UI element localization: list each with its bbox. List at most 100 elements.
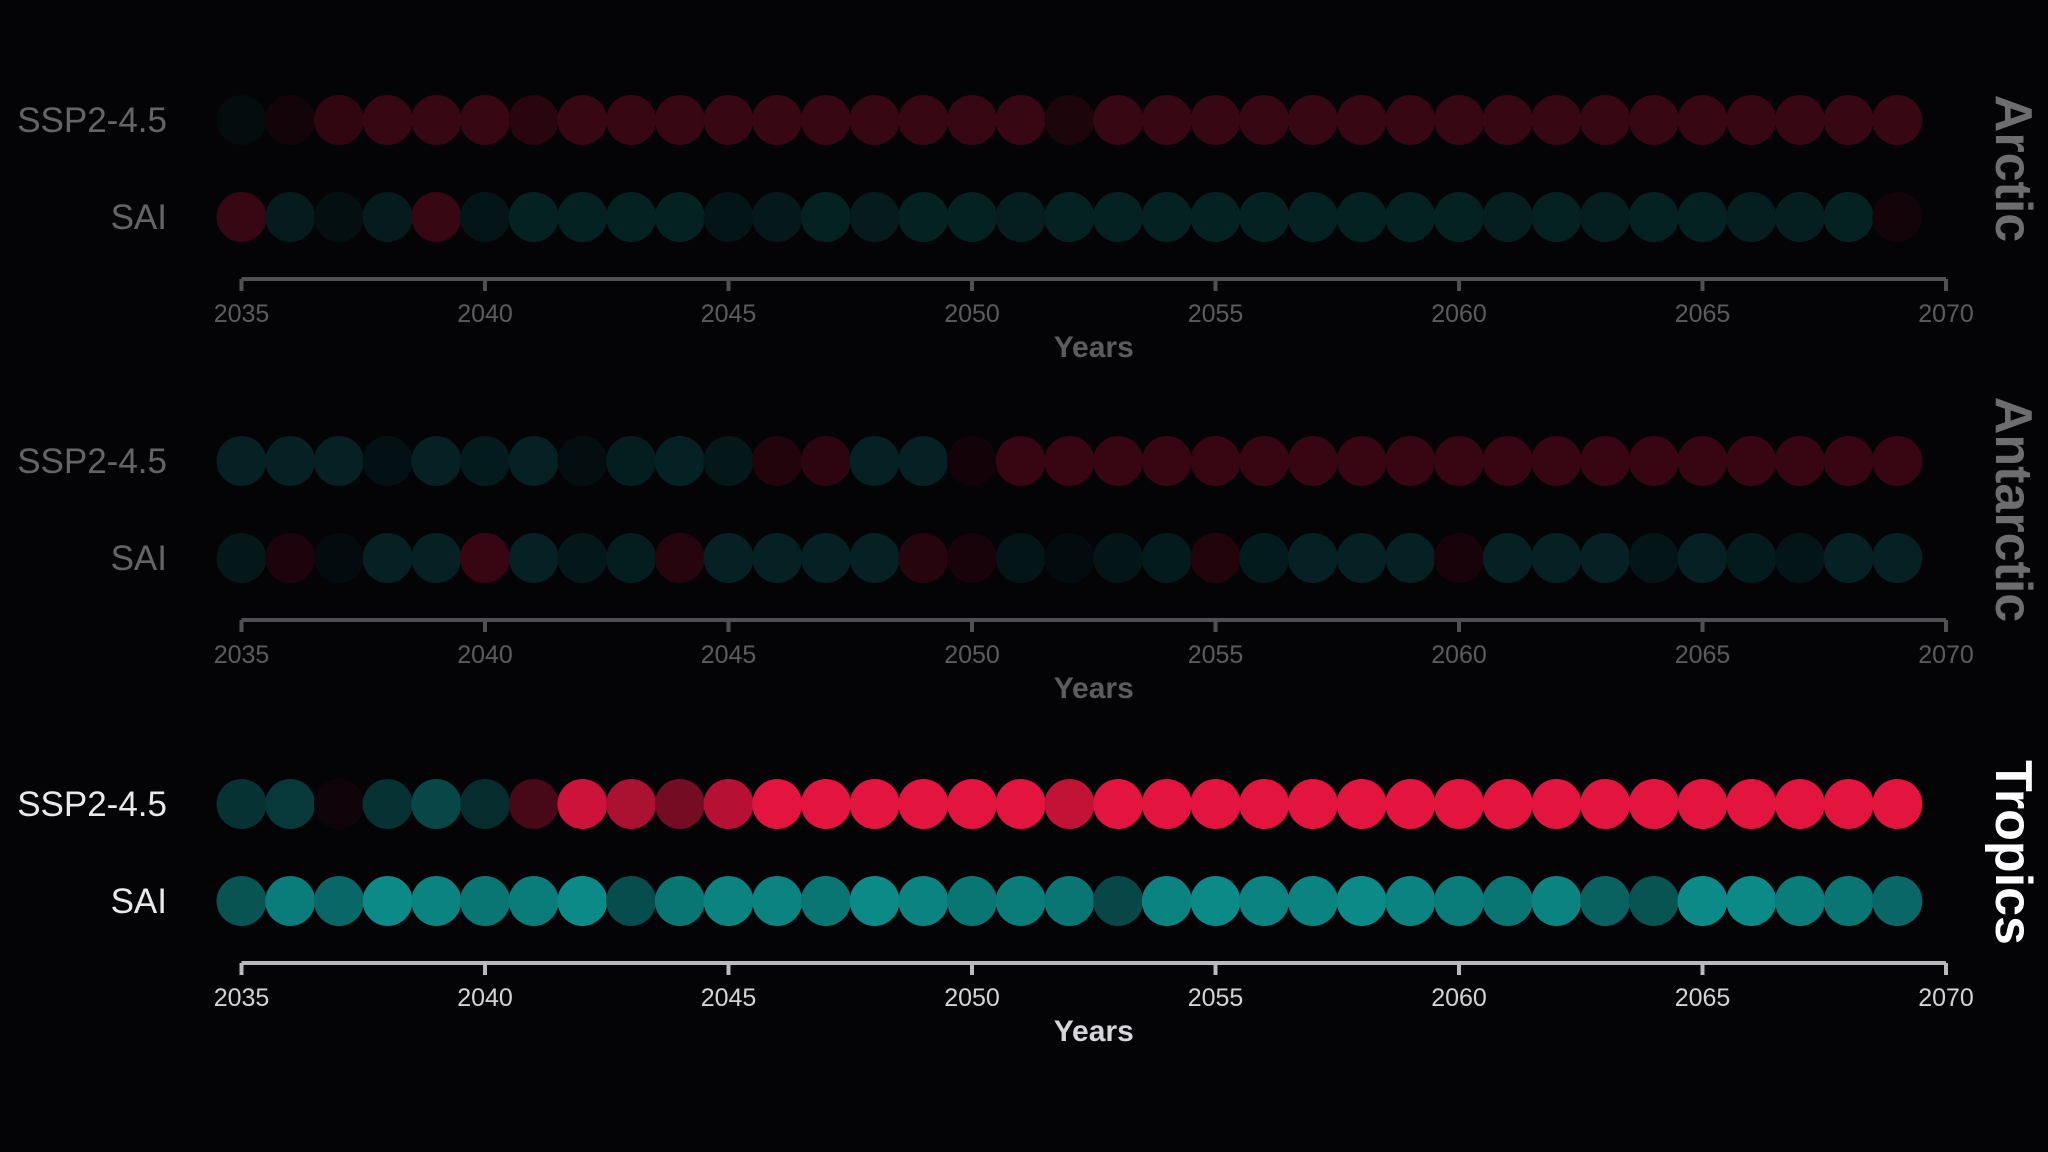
year-dot (1628, 192, 1679, 242)
year-dot (995, 436, 1046, 486)
year-dot (1482, 876, 1533, 926)
x-tick-label: 2035 (214, 300, 270, 328)
year-dot (606, 192, 657, 242)
year-dot (1287, 533, 1338, 583)
year-dot (1434, 533, 1484, 583)
year-dot (1677, 436, 1728, 486)
year-dot (654, 533, 705, 583)
year-dot (995, 779, 1046, 829)
year-dot (362, 436, 413, 486)
year-dot (1580, 192, 1631, 242)
year-dot (1531, 95, 1582, 145)
year-dot (557, 95, 608, 145)
year-dot (1823, 876, 1874, 926)
year-dot (1336, 192, 1387, 242)
year-dot (1141, 533, 1192, 583)
year-dot (1239, 876, 1290, 926)
row-label: SAI (111, 882, 167, 921)
year-dot (800, 533, 851, 583)
year-dot (313, 436, 364, 486)
year-dot (1726, 95, 1777, 145)
year-dot (1774, 95, 1825, 145)
year-dot (411, 876, 462, 926)
year-dot (460, 192, 510, 242)
year-dot (362, 533, 413, 583)
year-dot (1434, 192, 1484, 242)
year-dot (508, 779, 559, 829)
year-dot (752, 192, 803, 242)
year-dot (1628, 779, 1679, 829)
year-dot (557, 533, 608, 583)
year-dot (1482, 436, 1533, 486)
year-dot (1872, 876, 1923, 926)
year-dot (1141, 436, 1192, 486)
year-dot (1190, 876, 1241, 926)
year-dot (362, 192, 413, 242)
year-dot (1336, 533, 1387, 583)
year-dot (654, 779, 705, 829)
year-dot (849, 95, 900, 145)
year-dot (265, 533, 316, 583)
row-label: SSP2-4.5 (17, 442, 167, 481)
year-dot (1872, 192, 1923, 242)
year-dot (557, 192, 608, 242)
year-dot (1677, 779, 1728, 829)
year-dot (703, 876, 754, 926)
year-dot (703, 779, 754, 829)
year-dot (1190, 533, 1241, 583)
year-dot (947, 533, 997, 583)
x-axis-title: Years (1054, 331, 1134, 364)
year-dot (557, 876, 608, 926)
year-dot (947, 876, 997, 926)
year-dot (411, 779, 462, 829)
year-dot (995, 95, 1046, 145)
year-dot (898, 192, 949, 242)
year-dot (1093, 436, 1144, 486)
year-dot (947, 436, 997, 486)
year-dot (703, 436, 754, 486)
year-dot (265, 779, 316, 829)
x-tick-label: 2070 (1918, 300, 1974, 328)
year-dot (703, 533, 754, 583)
year-dot (411, 192, 462, 242)
year-dot (362, 876, 413, 926)
x-tick-label: 2060 (1431, 984, 1487, 1012)
year-dot (1044, 95, 1095, 145)
year-dot (995, 192, 1046, 242)
year-dot (606, 533, 657, 583)
panel-tropics: SSP2-4.5 SAI 2035 2040 2045 2050 2055 2060 2065 2… (17, 760, 2042, 1048)
year-dot (1385, 95, 1436, 145)
year-dot (1774, 533, 1825, 583)
x-tick-label: 2065 (1675, 300, 1731, 328)
year-dot (1531, 779, 1582, 829)
year-dot (1141, 192, 1192, 242)
year-dot (1872, 436, 1923, 486)
year-dot (1482, 533, 1533, 583)
year-dot (1580, 436, 1631, 486)
x-tick-label: 2035 (214, 984, 270, 1012)
year-dot (1580, 876, 1631, 926)
year-dot (1531, 192, 1582, 242)
year-dot (265, 876, 316, 926)
year-dot (1239, 192, 1290, 242)
year-dot (216, 779, 267, 829)
year-dot (216, 436, 267, 486)
x-tick-label: 2065 (1675, 641, 1731, 669)
year-dot (849, 436, 900, 486)
year-dot (557, 779, 608, 829)
x-tick-label: 2035 (214, 641, 270, 669)
year-dot (265, 436, 316, 486)
year-dot (216, 876, 267, 926)
year-dot (1287, 95, 1338, 145)
year-dot (995, 533, 1046, 583)
year-dot (1239, 436, 1290, 486)
year-dot (1336, 779, 1387, 829)
year-dot (654, 192, 705, 242)
year-dot (947, 779, 997, 829)
year-dot (1385, 779, 1436, 829)
row-label: SAI (111, 198, 167, 237)
year-dot (849, 533, 900, 583)
x-tick-label: 2040 (457, 300, 513, 328)
year-dot (216, 533, 267, 583)
year-dot (1287, 436, 1338, 486)
